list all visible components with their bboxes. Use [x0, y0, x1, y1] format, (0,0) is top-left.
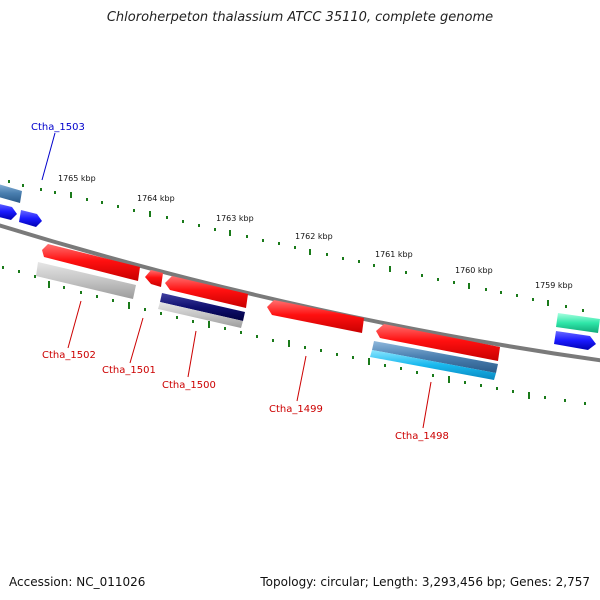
gene-label-ctha-1499[interactable]: Ctha_1499: [269, 404, 323, 415]
gene-arrow-blue-left-b[interactable]: [19, 210, 42, 227]
callout-line-1503: [41, 132, 56, 181]
scale-label-1764: 1764 kbp: [137, 194, 175, 203]
scale-label-1759: 1759 kbp: [535, 281, 573, 290]
feature-steel-left[interactable]: [0, 183, 22, 203]
scale-label-1760: 1760 kbp: [455, 266, 493, 275]
gene-arrow-blue-left-a[interactable]: [0, 203, 17, 220]
gene-ctha-1500-navy[interactable]: [160, 293, 245, 321]
gene-label-ctha-1500[interactable]: Ctha_1500: [162, 380, 216, 391]
cds-ctha-1500[interactable]: [165, 276, 248, 308]
gene-arrow-blue-right[interactable]: [554, 331, 596, 350]
cds-ctha-1499[interactable]: [267, 300, 364, 333]
feature-teal-right[interactable]: [556, 313, 600, 333]
gene-label-ctha-1503[interactable]: Ctha_1503: [31, 122, 85, 133]
callout-line-1500: [187, 330, 197, 378]
genome-summary-text: Topology: circular; Length: 3,293,456 bp…: [260, 575, 590, 589]
callout-line-1499: [296, 355, 307, 402]
scale-label-1765: 1765 kbp: [58, 174, 96, 183]
gene-label-ctha-1502[interactable]: Ctha_1502: [42, 350, 96, 361]
scale-track-inner: [2, 266, 586, 405]
accession-text: Accession: NC_011026: [9, 575, 146, 589]
scale-label-1761: 1761 kbp: [375, 250, 413, 259]
callout-line-1498: [422, 381, 432, 429]
map-title: Chloroherpeton thalassium ATCC 35110, co…: [106, 10, 494, 25]
cds-ctha-1502[interactable]: [42, 244, 140, 281]
gene-label-ctha-1498[interactable]: Ctha_1498: [395, 431, 449, 442]
cds-ctha-1498[interactable]: [376, 324, 500, 361]
gene-label-ctha-1501[interactable]: Ctha_1501: [102, 365, 156, 376]
cds-ctha-1501[interactable]: [145, 270, 163, 287]
genome-backbone: [0, 223, 600, 363]
callout-line-1501: [129, 317, 144, 364]
gene-ctha-1500-gray[interactable]: [158, 302, 243, 328]
scale-label-1763: 1763 kbp: [216, 214, 254, 223]
gene-ctha-1498-steel[interactable]: [372, 341, 498, 373]
gene-ctha-1498-cyan[interactable]: [370, 350, 496, 380]
gene-ctha-1502[interactable]: [36, 262, 136, 299]
scale-label-1762: 1762 kbp: [295, 232, 333, 241]
callout-line-1502: [67, 300, 82, 349]
scale-track-outer: [8, 180, 584, 312]
